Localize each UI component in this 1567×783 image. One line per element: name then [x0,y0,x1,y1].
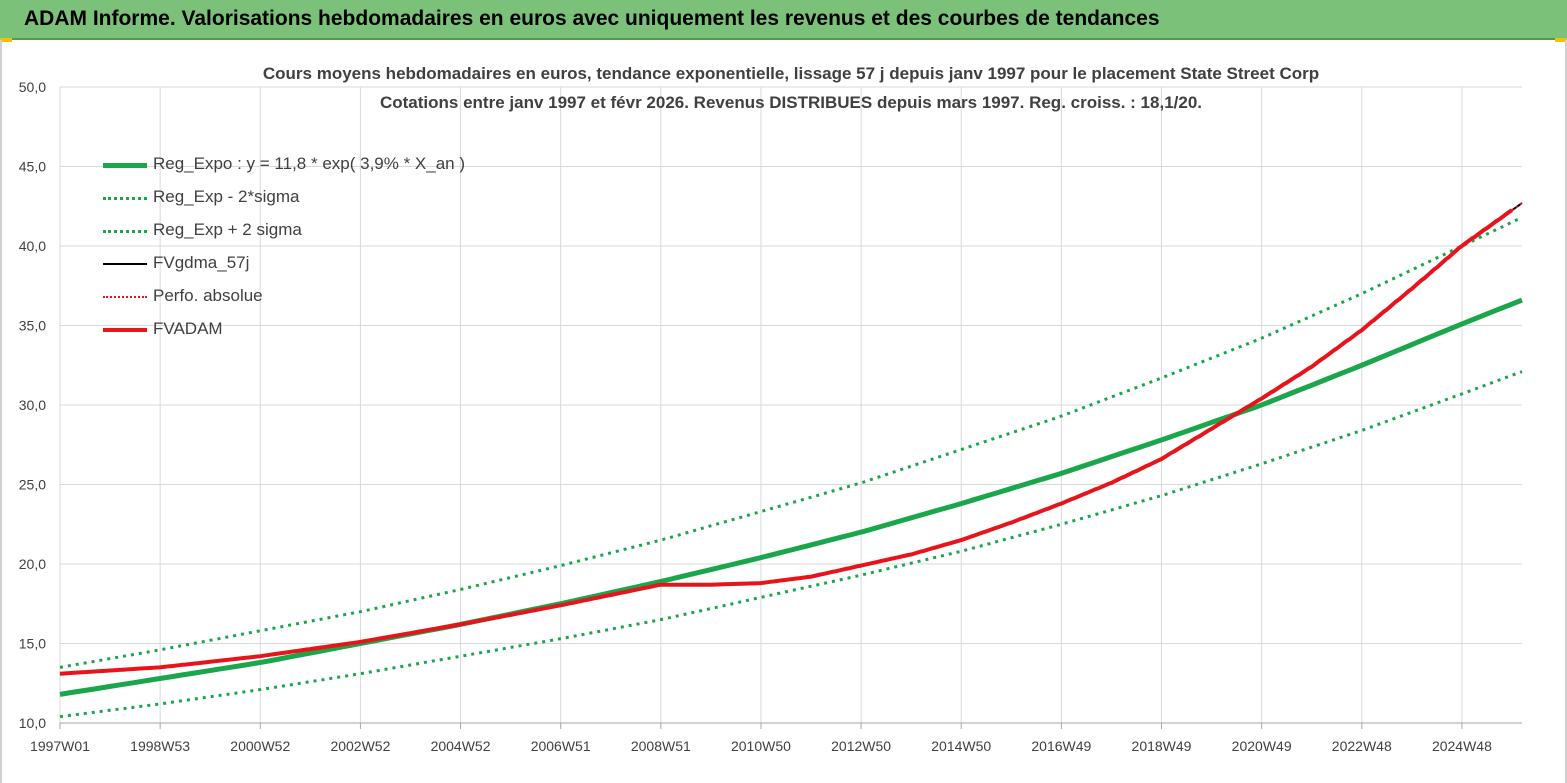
legend-item: Reg_Exp - 2*sigma [103,185,523,209]
y-tick-label: 50,0 [19,79,46,95]
legend-swatch [103,328,147,332]
chart-frame [0,40,1567,783]
x-tick-label: 2006W51 [531,738,591,754]
legend-swatch [103,229,147,233]
x-tick-label: 1998W53 [130,738,190,754]
legend-label: FVgdma_57j [153,253,250,272]
x-tick-label: 1997W01 [30,738,90,754]
legend-item: Perfo. absolue [103,284,523,308]
y-tick-label: 35,0 [19,318,46,334]
y-tick-label: 20,0 [19,556,46,572]
series-line-2 [59,370,1523,719]
corner-mark-left [0,38,12,42]
series-line-3 [59,216,1523,669]
y-tick-label: 30,0 [19,397,46,413]
x-tick-label: 2008W51 [631,738,691,754]
corner-mark-right [1555,38,1567,42]
report-title: ADAM Informe. Valorisations hebdomadaire… [24,7,1160,30]
y-tick-label: 25,0 [19,477,46,493]
y-tick-label: 15,0 [19,636,46,652]
legend-item: FVADAM [103,317,523,341]
legend-swatch [103,296,147,298]
x-tick-label: 2020W49 [1232,738,1292,754]
x-tick-label: 2016W49 [1031,738,1091,754]
legend-swatch [103,162,147,168]
series-line-1 [59,297,1523,697]
x-tick-label: 2014W50 [931,738,991,754]
legend-label: Reg_Exp + 2 sigma [153,220,302,239]
legend-label: FVADAM [153,319,223,338]
x-tick-label: 2002W52 [330,738,390,754]
x-tick-label: 2018W49 [1132,738,1192,754]
legend-item: FVgdma_57j [103,251,523,275]
legend-item: Reg_Exp + 2 sigma [103,218,523,242]
grid-layer [59,86,1522,724]
x-tick-label: 2024W48 [1432,738,1492,754]
x-tick-label: 2004W52 [431,738,491,754]
legend-swatch [103,196,147,200]
y-tick-label: 45,0 [19,159,46,175]
x-tick-label: 2010W50 [731,738,791,754]
y-tick-label: 40,0 [19,238,46,254]
legend-label: Reg_Exp - 2*sigma [153,187,300,206]
report-banner: ADAM Informe. Valorisations hebdomadaire… [0,0,1567,40]
series-layer [59,202,1523,719]
y-tick-label: 10,0 [19,715,46,731]
legend-swatch [103,263,147,265]
chart-title: Cours moyens hebdomadaires en euros, ten… [262,64,1320,83]
axis-layer: 10,0 15,0 20,0 25,0 30,0 35,0 40,0 45,0 50,0 1997… [19,79,1522,754]
legend-item: Reg_Expo : y = 11,8 * exp( 3,9% * X_an ) [103,152,523,176]
legend-label: Reg_Expo : y = 11,8 * exp( 3,9% * X_an ) [153,154,466,173]
chart-subtitle: Cotations entre janv 1997 et févr 2026. … [379,93,1203,112]
x-tick-label: 2000W52 [230,738,290,754]
x-tick-label: 2012W50 [831,738,891,754]
series-line-6 [59,208,1514,676]
x-tick-label: 2022W48 [1332,738,1392,754]
legend-label: Perfo. absolue [153,286,263,305]
